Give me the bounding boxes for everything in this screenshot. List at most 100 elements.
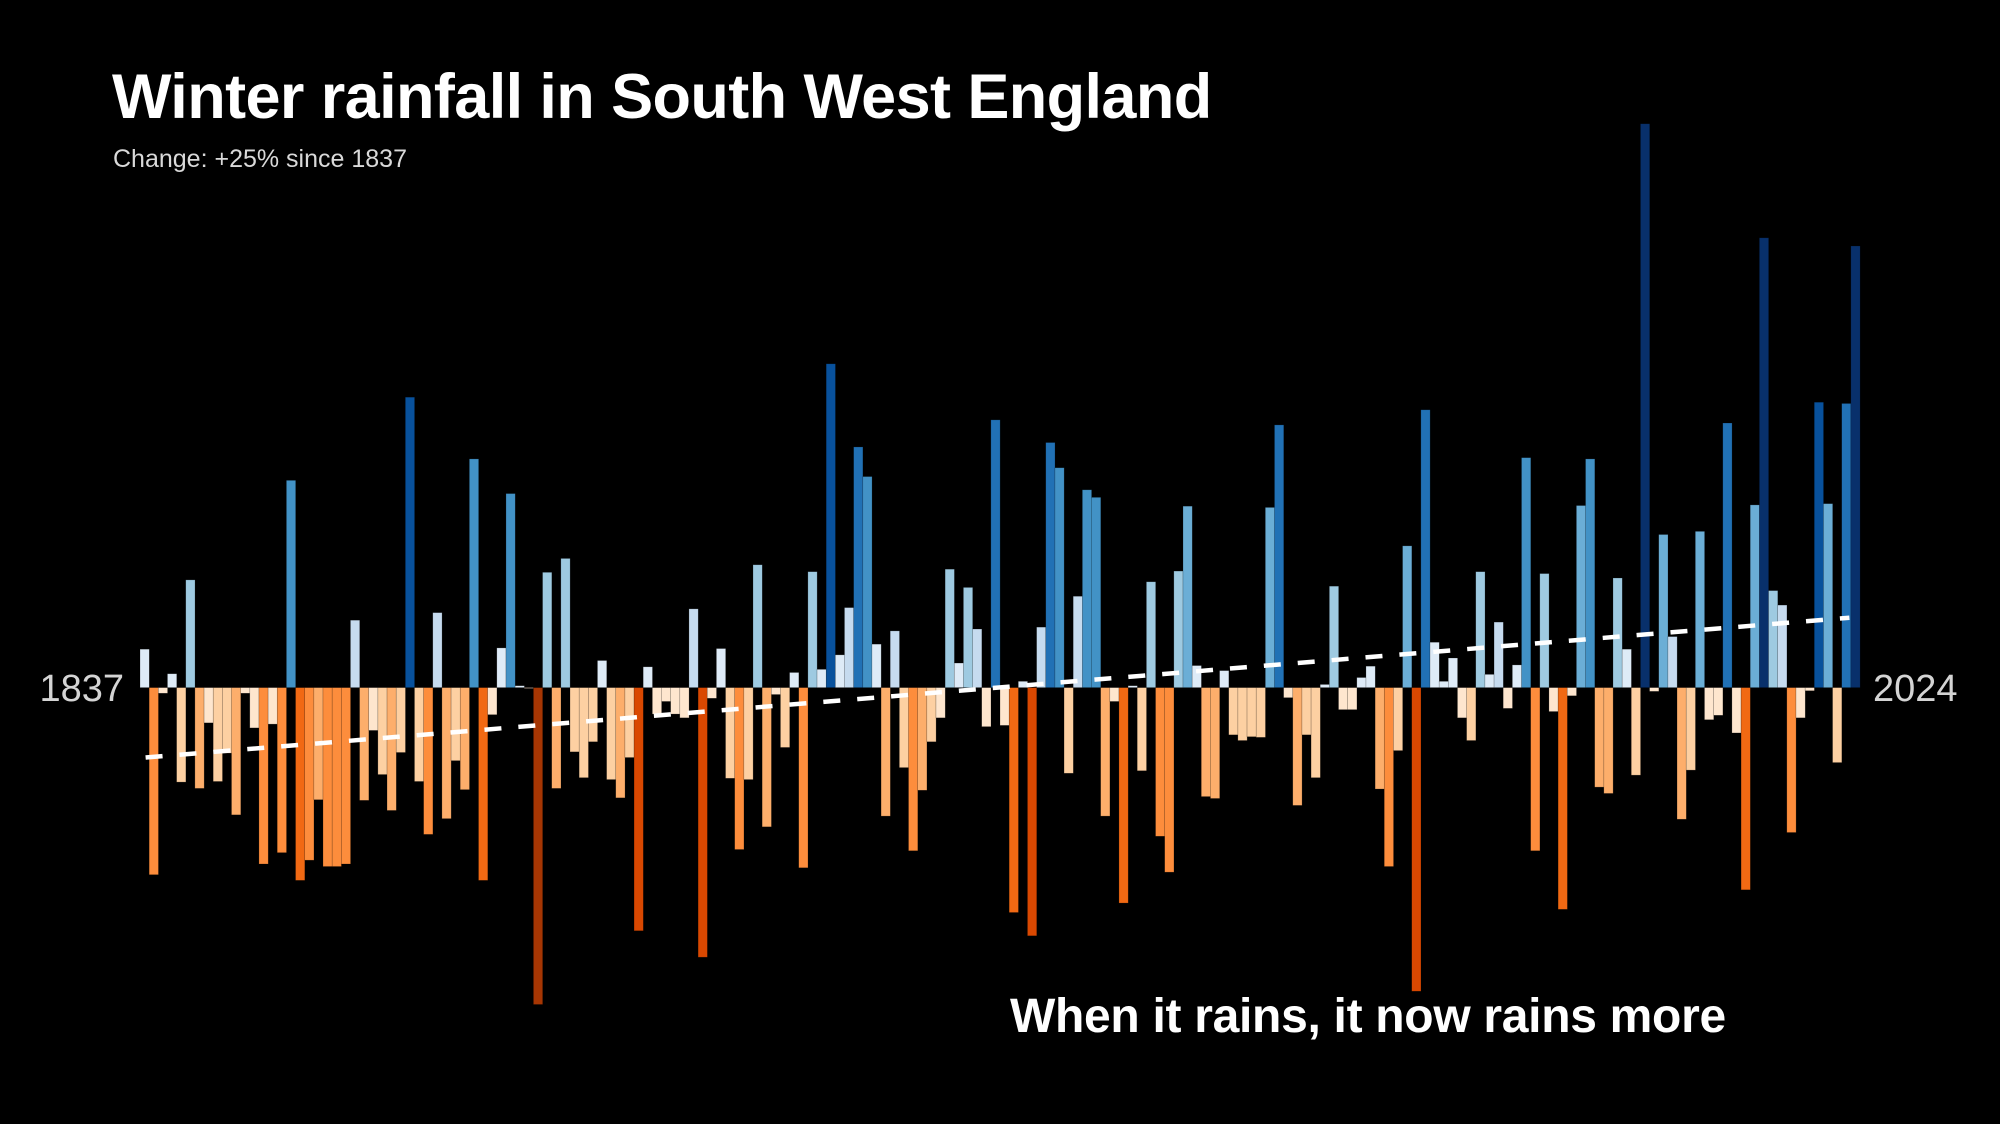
bar-1885 <box>578 687 589 778</box>
bar-1901 <box>725 687 736 779</box>
bar-1949 <box>1164 687 1175 873</box>
annotation-text: When it rains, it now rains more <box>1010 990 1726 1043</box>
bar-1886 <box>587 687 598 743</box>
bar-1892 <box>642 666 653 688</box>
bar-1864 <box>386 687 397 811</box>
bar-1873 <box>469 458 479 688</box>
bar-1920 <box>899 687 909 768</box>
bar-2024 <box>1850 245 1861 688</box>
bar-1862 <box>368 687 379 731</box>
bar-1989 <box>1530 687 1541 852</box>
bar-1887 <box>597 660 608 688</box>
bar-1956 <box>1228 687 1239 736</box>
bar-1980 <box>1448 657 1458 688</box>
bar-2001 <box>1640 123 1651 688</box>
bar-1963 <box>1292 687 1303 806</box>
bar-1995 <box>1585 458 1596 688</box>
bar-2000 <box>1630 687 1641 776</box>
chart-subtitle: Change: +25% since 1837 <box>113 145 407 173</box>
bar-1919 <box>889 630 900 688</box>
bar-1912 <box>825 363 836 688</box>
bar-2004 <box>1667 636 1678 688</box>
bar-1894 <box>661 687 672 702</box>
bar-1842 <box>185 579 196 688</box>
bar-1838 <box>148 687 159 876</box>
bar-1982 <box>1466 687 1477 741</box>
bar-1945 <box>1127 685 1138 688</box>
bar-1944 <box>1118 687 1129 904</box>
bar-1927 <box>963 587 974 688</box>
bar-1840 <box>167 673 178 688</box>
bar-1923 <box>926 687 937 743</box>
bar-1999 <box>1621 648 1632 688</box>
bar-1934 <box>1027 687 1038 937</box>
bar-1976 <box>1411 687 1422 992</box>
bar-1926 <box>953 662 964 688</box>
bar-1962 <box>1283 687 1294 698</box>
bar-1951 <box>1182 505 1193 688</box>
bar-2013 <box>1749 504 1760 688</box>
bar-1974 <box>1393 687 1404 751</box>
bar-1853 <box>286 480 296 688</box>
bar-1899 <box>706 687 717 699</box>
chart-title: Winter rainfall in South West England <box>112 62 1212 132</box>
bar-2011 <box>1731 687 1742 734</box>
bar-1863 <box>377 687 388 775</box>
bar-1947 <box>1146 581 1156 688</box>
bar-1854 <box>295 687 306 881</box>
bar-1893 <box>652 687 662 715</box>
bar-1851 <box>267 687 278 725</box>
bar-1958 <box>1246 687 1257 738</box>
bar-1973 <box>1383 687 1394 867</box>
bar-1874 <box>478 687 489 881</box>
bar-1846 <box>222 687 232 754</box>
bar-1941 <box>1091 497 1102 688</box>
bar-1915 <box>853 446 864 688</box>
bar-2019 <box>1804 687 1815 692</box>
bar-1916 <box>862 476 873 688</box>
bar-1859 <box>340 687 351 865</box>
bar-1855 <box>304 687 315 861</box>
bar-1959 <box>1255 687 1266 738</box>
bar-1964 <box>1301 687 1312 736</box>
bar-2008 <box>1704 687 1715 721</box>
bar-1928 <box>972 628 983 688</box>
bar-1997 <box>1603 687 1614 794</box>
bar-1946 <box>1136 687 1147 772</box>
bar-1875 <box>487 687 498 715</box>
bar-1913 <box>835 654 845 688</box>
bar-2009 <box>1713 687 1724 716</box>
bar-1905 <box>761 687 772 828</box>
bar-2006 <box>1685 687 1696 771</box>
bar-1878 <box>514 685 525 688</box>
bar-1882 <box>551 687 562 789</box>
bar-1950 <box>1173 570 1184 688</box>
bar-1972 <box>1374 687 1385 790</box>
bar-1845 <box>212 687 223 782</box>
bar-1979 <box>1438 680 1449 688</box>
bar-2016 <box>1777 604 1788 688</box>
bar-1953 <box>1200 687 1211 797</box>
bar-1978 <box>1429 641 1440 688</box>
bar-1966 <box>1319 684 1330 688</box>
bar-2007 <box>1695 531 1705 688</box>
bar-1879 <box>523 687 534 689</box>
bar-1968 <box>1338 687 1349 710</box>
bar-1837 <box>139 648 150 688</box>
bar-1940 <box>1082 489 1092 688</box>
bar-1909 <box>798 687 809 869</box>
bar-1857 <box>322 687 333 867</box>
bar-2003 <box>1658 534 1669 688</box>
bar-1948 <box>1155 687 1166 837</box>
bar-1932 <box>1008 687 1019 913</box>
bar-1911 <box>816 669 827 688</box>
trend-line <box>145 615 1850 760</box>
bar-1943 <box>1109 687 1120 702</box>
bar-1870 <box>441 687 452 819</box>
bar-1918 <box>880 687 891 817</box>
bar-1936 <box>1045 442 1056 688</box>
bar-1990 <box>1539 573 1550 688</box>
bar-1888 <box>606 687 617 780</box>
bar-1881 <box>542 572 553 688</box>
bar-1924 <box>935 687 946 719</box>
